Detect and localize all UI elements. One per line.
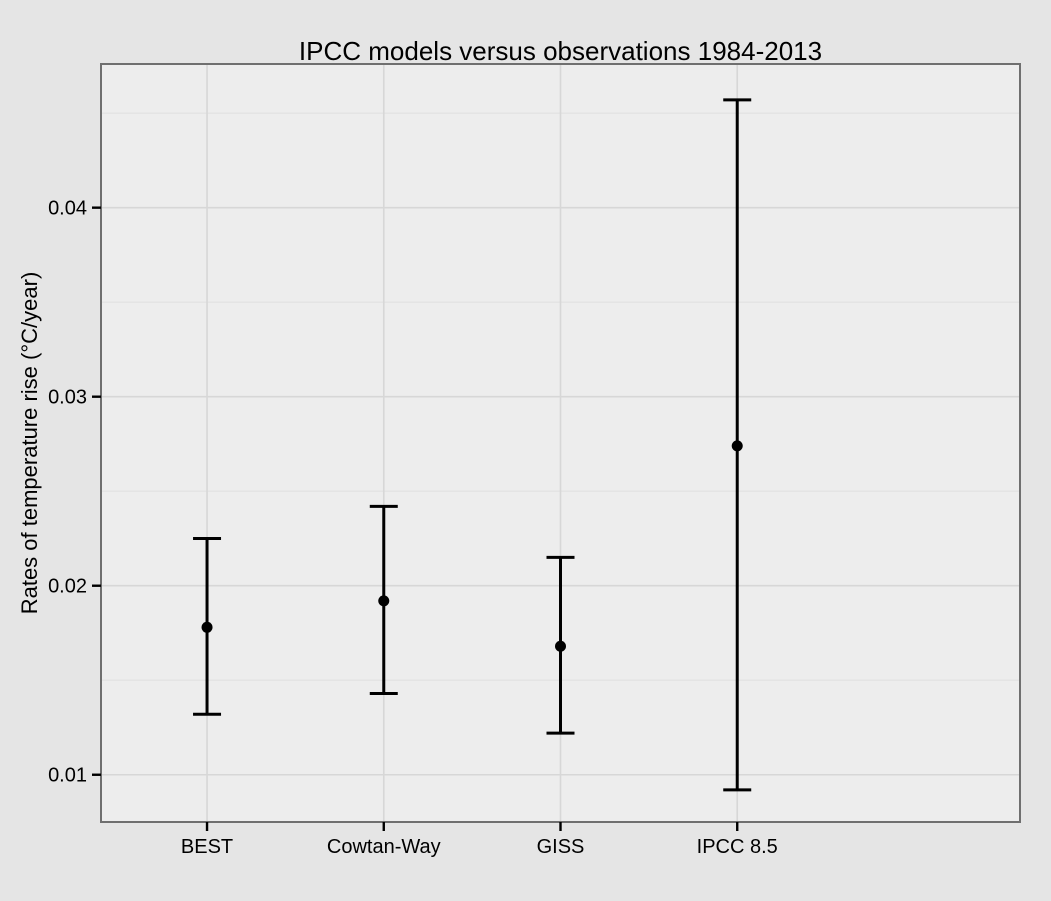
y-tick-label: 0.04 — [48, 198, 87, 220]
mean-point-BEST — [201, 621, 213, 633]
x-tick-label: BEST — [181, 836, 233, 858]
chart-title: IPCC models versus observations 1984-201… — [298, 36, 823, 66]
x-tick-label: GISS — [537, 836, 585, 858]
x-tick-label: Cowtan-Way — [327, 836, 441, 858]
y-tick-label: 0.02 — [48, 576, 87, 598]
mean-point-Cowtan-Way — [378, 595, 390, 607]
y-axis-title: Rates of temperature rise (°C/year) — [17, 271, 42, 615]
x-tick-label: IPCC 8.5 — [697, 836, 778, 858]
y-tick-label: 0.03 — [48, 387, 87, 409]
mean-point-IPCC 8.5 — [731, 440, 743, 452]
y-tick-label: 0.01 — [48, 765, 87, 787]
mean-point-GISS — [555, 640, 566, 652]
